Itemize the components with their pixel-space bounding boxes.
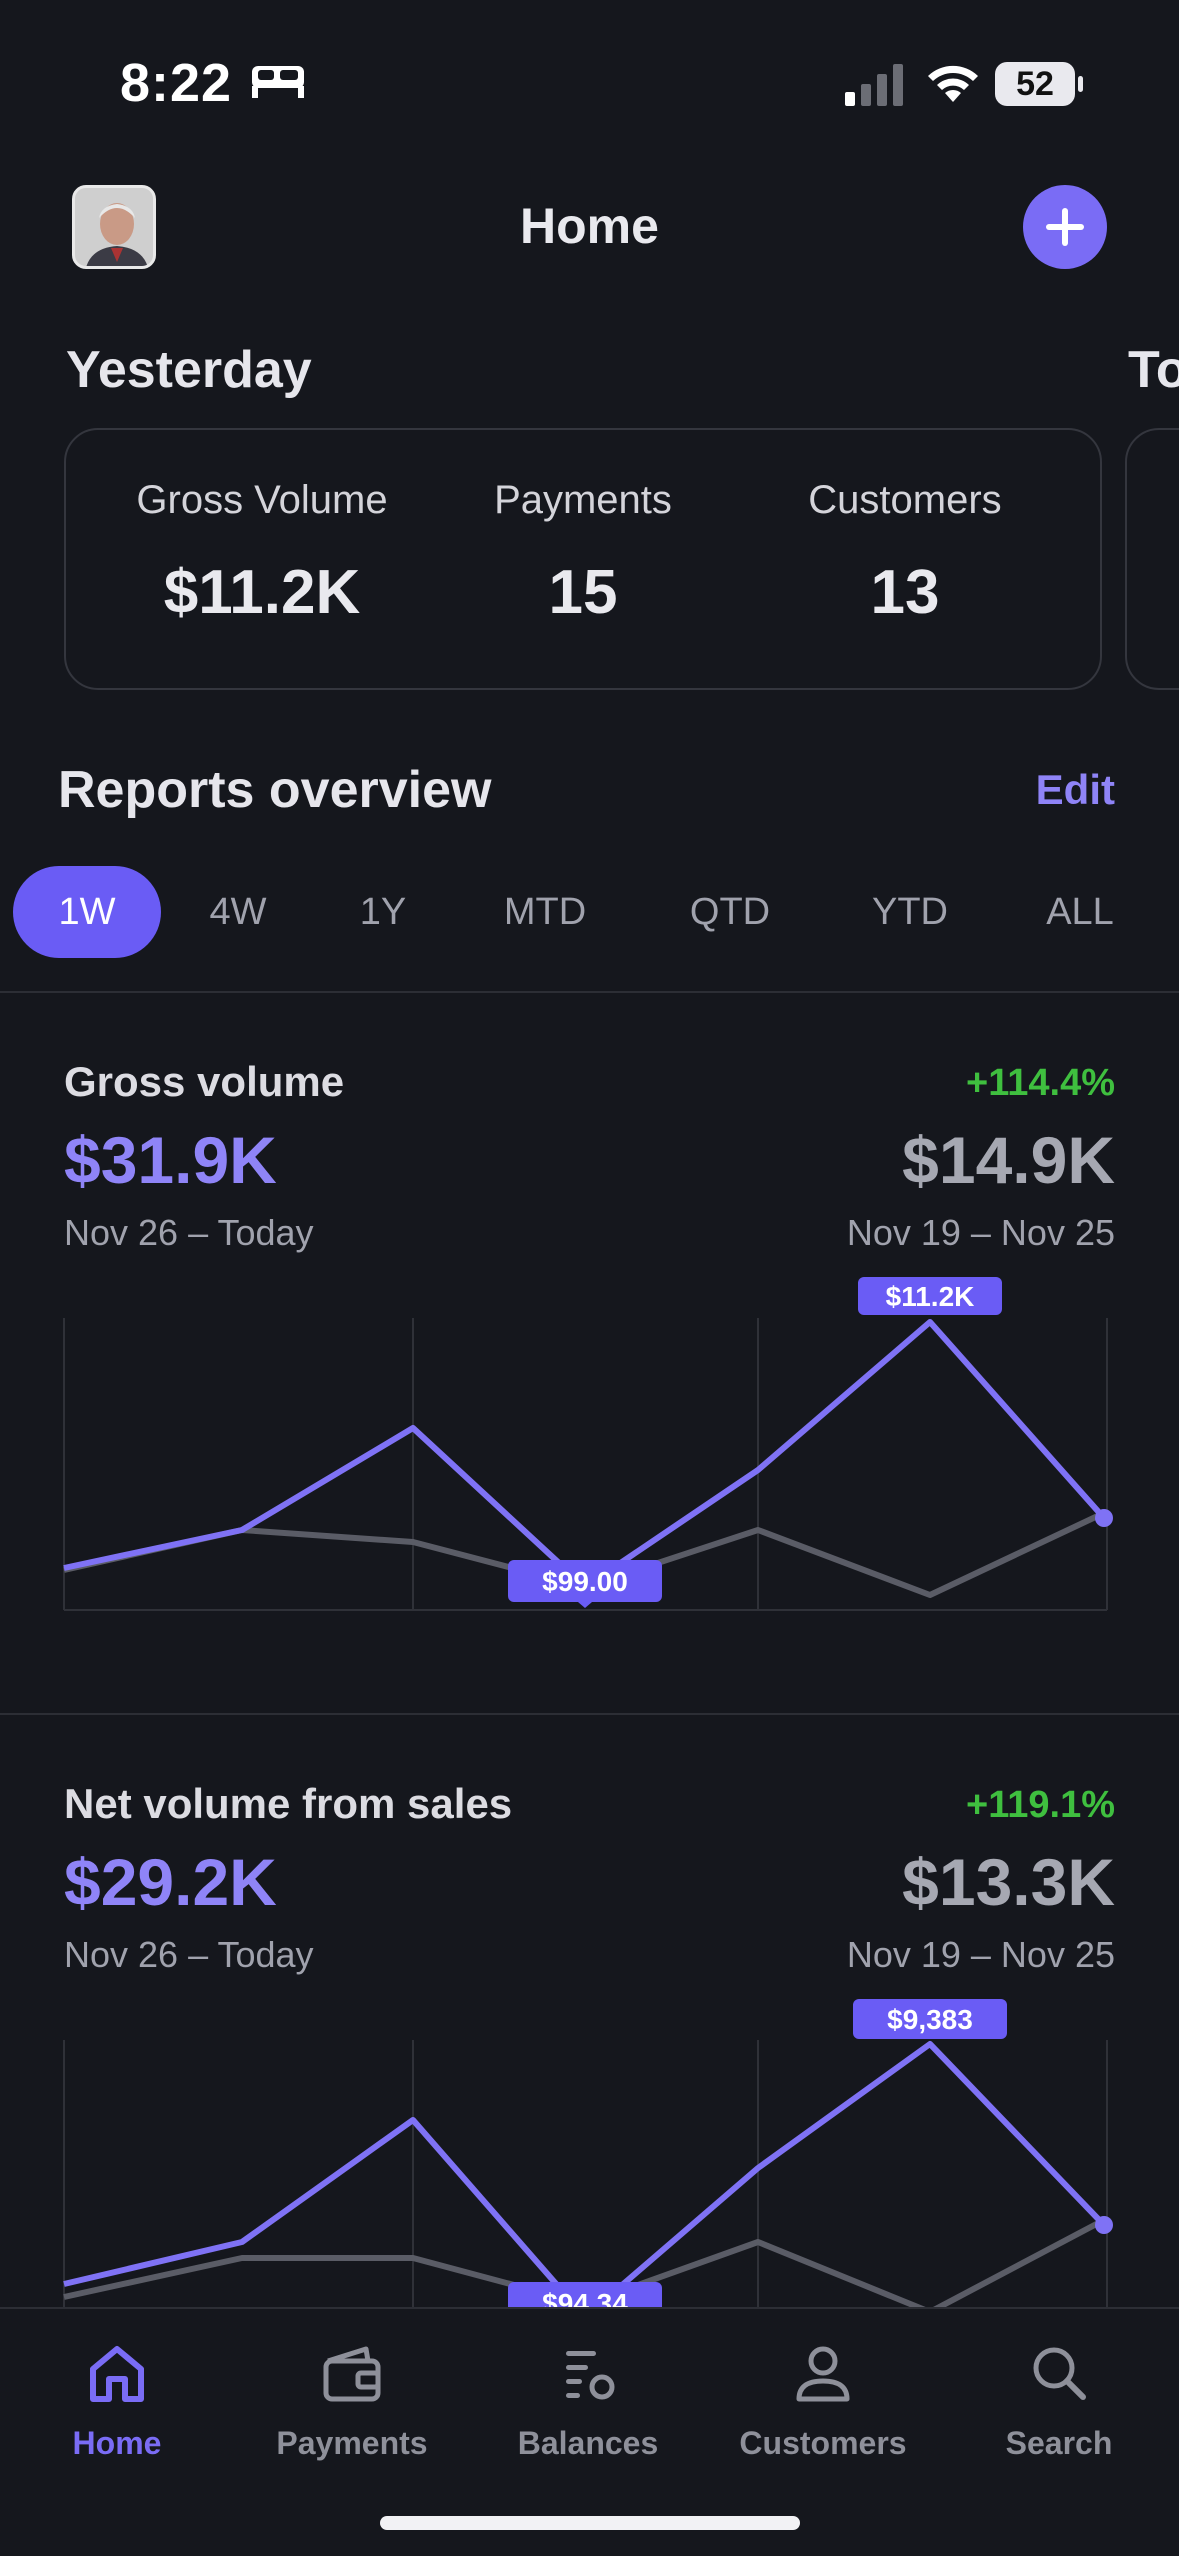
max-value-label: $9,383 [887,2004,973,2035]
report-previous-period: Nov 19 – Nov 25 [846,1212,1115,1253]
today-summary-card[interactable] [1125,428,1179,690]
avatar-portrait-icon [75,188,153,266]
wifi-icon [928,65,978,102]
status-bar: 8:22 52 [0,0,1179,170]
tab-label: Customers [739,2425,907,2461]
max-value-label: $11.2K [886,1281,975,1312]
range-tab-qtd[interactable]: QTD [689,891,771,933]
tab-label: Payments [276,2425,428,2461]
report-previous-period: Nov 19 – Nov 25 [846,1934,1115,1975]
current-point-marker [1095,1509,1113,1527]
report-value: $31.9K [64,1123,277,1197]
metric-label: Gross Volume [136,478,388,522]
min-value-badge [508,1560,662,1602]
tab-home[interactable]: Home [7,2333,227,2462]
metric-gross-volume: Gross Volume $11.2K [92,478,432,628]
range-tab-4w[interactable]: 4W [209,891,267,933]
metric-payments: Payments 15 [413,478,753,628]
report-period: Nov 26 – Today [64,1934,314,1975]
tab-label: Search [1005,2425,1113,2461]
tab-payments[interactable]: Payments [242,2333,462,2462]
tab-label: Balances [517,2425,659,2461]
metric-label: Payments [494,478,672,522]
edit-reports-button[interactable]: Edit [1035,766,1115,813]
net-volume-chart: $9,383 $94.34 [63,1999,1113,2307]
report-change: +119.1% [966,1784,1115,1826]
today-label: To [1128,341,1179,399]
person-icon [796,2346,850,2402]
plus-icon [1046,208,1084,246]
search-icon [1033,2347,1086,2400]
metric-value: $11.2K [163,558,361,627]
min-value-badge-pointer [578,1602,592,1608]
max-value-badge [858,1277,1002,1315]
report-previous-value: $14.9K [902,1123,1115,1197]
tab-search[interactable]: Search [949,2333,1169,2462]
metric-customers: Customers 13 [735,478,1075,628]
max-value-badge [853,1999,1007,2039]
home-indicator[interactable] [380,2516,800,2530]
range-tabs: 1W 4W 1Y MTD QTD YTD ALL [0,866,1179,958]
metric-value: 13 [870,558,940,627]
battery-cap [1078,76,1083,92]
range-tab-1y[interactable]: 1Y [359,891,407,933]
report-period: Nov 26 – Today [64,1212,314,1253]
divider [0,1713,1179,1715]
home-icon [90,2346,144,2402]
profile-avatar[interactable] [72,185,156,269]
battery-indicator: 52 [995,62,1075,106]
range-tab-all[interactable]: ALL [1046,891,1114,933]
metric-label: Customers [808,478,1002,522]
min-value-badge [508,2282,662,2307]
balances-icon [566,2351,615,2400]
divider [0,991,1179,993]
status-time: 8:22 [120,53,233,113]
metric-value: 15 [548,558,618,627]
min-value-label: $94.34 [542,2288,628,2307]
report-change: +114.4% [966,1062,1115,1104]
current-point-marker [1095,2216,1113,2234]
bottom-tab-bar: Home Payments Ba [0,2307,1179,2556]
report-title: Gross volume [64,1058,345,1105]
yesterday-summary-card[interactable] [64,428,1102,690]
report-previous-value: $13.3K [902,1845,1115,1919]
gross-volume-chart: $11.2K $99.00 [63,1277,1113,1611]
current-period-line [63,2041,1107,2307]
tab-label: Home [72,2425,162,2461]
report-value: $29.2K [64,1845,277,1919]
tab-balances[interactable]: Balances [478,2333,698,2462]
reports-overview-title: Reports overview [58,761,492,819]
current-period-line [63,1319,1107,1590]
report-title: Net volume from sales [64,1780,513,1827]
cellular-signal-icon [845,64,903,106]
sleep-bed-icon [252,66,304,98]
yesterday-label: Yesterday [66,341,312,399]
wallet-icon [323,2346,381,2402]
min-value-label: $99.00 [542,1566,628,1597]
add-button[interactable] [1023,185,1107,269]
range-tab-mtd[interactable]: MTD [503,891,587,933]
range-tab-1w[interactable]: 1W [13,866,161,958]
range-tab-ytd[interactable]: YTD [872,891,948,933]
page-title: Home [520,198,659,254]
tab-customers[interactable]: Customers [713,2333,933,2462]
